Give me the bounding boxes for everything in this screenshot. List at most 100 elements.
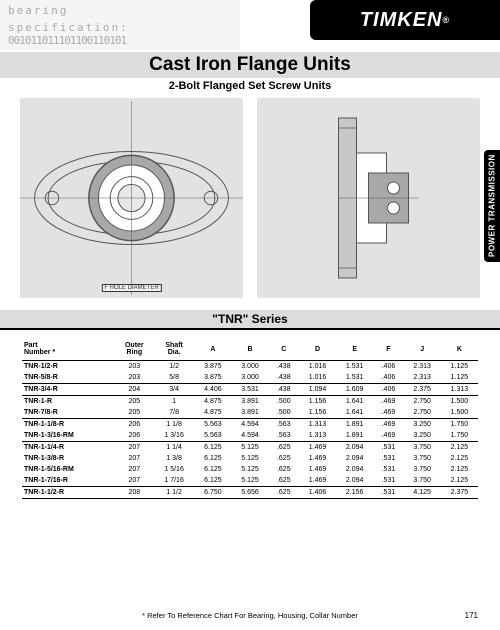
page-header: Cast Iron Flange Units 2-Bolt Flanged Se… xyxy=(0,52,500,92)
cell-B: 5.125 xyxy=(231,453,268,464)
cell-A: 3.875 xyxy=(194,372,231,384)
cell-B: 3.531 xyxy=(231,384,268,396)
cell-E: 2.094 xyxy=(336,475,373,487)
cell-pn: TNR-1-1/8-R xyxy=(22,419,115,431)
cell-B: 4.594 xyxy=(231,419,268,431)
hole-diameter-label: F HOLE DIAMETER xyxy=(101,284,161,292)
cell-F: .406 xyxy=(373,384,403,396)
table-row: TNR-1-3/8-R2071 3/86.1255.125.6251.4692.… xyxy=(22,453,478,464)
header-background: bearing specification: 00101101110110011… xyxy=(0,0,240,50)
cell-pn: TNR-5/8-R xyxy=(22,372,115,384)
col-A: A xyxy=(194,340,231,361)
cell-or: 208 xyxy=(115,487,154,499)
cell-F: .531 xyxy=(373,453,403,464)
cell-K: 1.500 xyxy=(441,396,478,408)
cell-E: 1.609 xyxy=(336,384,373,396)
cell-D: 1.469 xyxy=(299,453,336,464)
cell-pn: TNR-1-R xyxy=(22,396,115,408)
cell-A: 6.750 xyxy=(194,487,231,499)
cell-pn: TNR-3/4-R xyxy=(22,384,115,396)
cell-B: 4.594 xyxy=(231,430,268,442)
cell-pn: TNR-1-5/16-RM xyxy=(22,464,115,475)
cell-F: .531 xyxy=(373,487,403,499)
table-row: TNR-7/8-R2057/84.8753.891.5001.1561.641.… xyxy=(22,407,478,419)
cell-E: 1.531 xyxy=(336,372,373,384)
title-band: Cast Iron Flange Units xyxy=(0,52,500,78)
cell-sd: 1 1/4 xyxy=(154,442,194,454)
cell-J: 3.750 xyxy=(404,453,441,464)
cell-or: 205 xyxy=(115,396,154,408)
cell-D: 1.406 xyxy=(299,487,336,499)
cell-C: .625 xyxy=(269,475,299,487)
cell-D: 1.094 xyxy=(299,384,336,396)
cell-A: 6.125 xyxy=(194,442,231,454)
cell-sd: 1 1/8 xyxy=(154,419,194,431)
cell-sd: 3/4 xyxy=(154,384,194,396)
cell-J: 2.750 xyxy=(404,407,441,419)
cell-K: 1.313 xyxy=(441,384,478,396)
cell-sd: 1 1/2 xyxy=(154,487,194,499)
page-title: Cast Iron Flange Units xyxy=(149,54,351,76)
cell-or: 207 xyxy=(115,453,154,464)
col-D: D xyxy=(299,340,336,361)
cell-K: 1.750 xyxy=(441,419,478,431)
cell-A: 4.406 xyxy=(194,384,231,396)
cell-E: 1.891 xyxy=(336,430,373,442)
spec-label-1: bearing xyxy=(0,0,240,17)
cell-C: .438 xyxy=(269,384,299,396)
table-group: TNR-3/4-R2043/44.4063.531.4381.0941.609.… xyxy=(22,384,478,396)
cell-B: 5.656 xyxy=(231,487,268,499)
cell-F: .406 xyxy=(373,372,403,384)
cell-K: 2.125 xyxy=(441,453,478,464)
cell-K: 1.125 xyxy=(441,361,478,373)
table-row: TNR-1-3/16-RM2061 3/165.5634.594.5631.31… xyxy=(22,430,478,442)
spec-label-2: specification: xyxy=(0,17,240,34)
table-row: TNR-1-1/8-R2061 1/85.5634.594.5631.3131.… xyxy=(22,419,478,431)
cell-C: .438 xyxy=(269,372,299,384)
cell-sd: 5/8 xyxy=(154,372,194,384)
cell-or: 207 xyxy=(115,475,154,487)
side-tab: POWER TRANSMISSION xyxy=(484,150,500,262)
col-or: OuterRing xyxy=(115,340,154,361)
diagram-front-view: F HOLE DIAMETER xyxy=(20,98,243,298)
spec-table: PartNumber *OuterRingShaftDia.ABCDEFJK T… xyxy=(22,340,478,499)
table-row: TNR-3/4-R2043/44.4063.531.4381.0941.609.… xyxy=(22,384,478,396)
cell-J: 2.375 xyxy=(404,384,441,396)
brand-reg: ® xyxy=(443,15,451,25)
table-row: TNR-1-7/16-R2071 7/166.1255.125.6251.469… xyxy=(22,475,478,487)
series-title-area: "TNR" Series xyxy=(0,310,500,330)
table-group: TNR-1-R20514.8753.891.5001.1561.641.4692… xyxy=(22,396,478,419)
header-bits: 001011011101100110101 xyxy=(0,34,240,47)
cell-pn: TNR-7/8-R xyxy=(22,407,115,419)
cell-A: 6.125 xyxy=(194,464,231,475)
cell-J: 4.125 xyxy=(404,487,441,499)
cell-K: 2.125 xyxy=(441,464,478,475)
cell-C: .625 xyxy=(269,453,299,464)
cell-A: 5.563 xyxy=(194,419,231,431)
table-group: TNR-1/2-R2031/23.8753.000.4381.0161.531.… xyxy=(22,361,478,384)
cell-sd: 1/2 xyxy=(154,361,194,373)
cell-D: 1.469 xyxy=(299,442,336,454)
cell-K: 2.125 xyxy=(441,442,478,454)
col-pn: PartNumber * xyxy=(22,340,115,361)
cell-J: 2.750 xyxy=(404,396,441,408)
col-C: C xyxy=(269,340,299,361)
cell-D: 1.156 xyxy=(299,407,336,419)
table-group: TNR-1-1/8-R2061 1/85.5634.594.5631.3131.… xyxy=(22,419,478,442)
cell-B: 3.891 xyxy=(231,407,268,419)
cell-J: 3.750 xyxy=(404,464,441,475)
cell-pn: TNR-1/2-R xyxy=(22,361,115,373)
cell-C: .500 xyxy=(269,396,299,408)
col-J: J xyxy=(404,340,441,361)
table-group: TNR-1-1/4-R2071 1/46.1255.125.6251.4692.… xyxy=(22,442,478,487)
cell-A: 6.125 xyxy=(194,475,231,487)
cell-B: 5.125 xyxy=(231,464,268,475)
cell-pn: TNR-1-1/4-R xyxy=(22,442,115,454)
cell-or: 203 xyxy=(115,361,154,373)
cell-F: .531 xyxy=(373,464,403,475)
cell-sd: 1 5/16 xyxy=(154,464,194,475)
cell-C: .625 xyxy=(269,442,299,454)
side-tab-label: POWER TRANSMISSION xyxy=(488,155,497,258)
cell-J: 2.313 xyxy=(404,372,441,384)
cell-sd: 1 7/16 xyxy=(154,475,194,487)
